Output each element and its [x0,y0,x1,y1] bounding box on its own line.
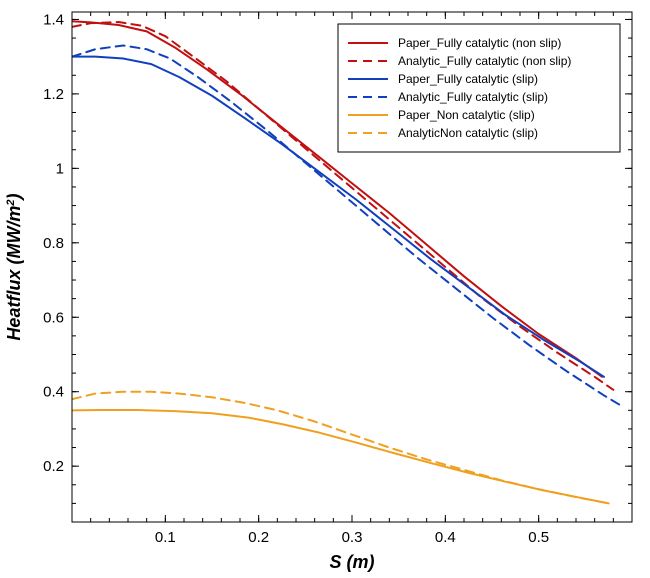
x-tick-label: 0.5 [528,529,549,546]
y-axis-label: Heatflux (MW/m2) [4,193,24,340]
legend-label: Paper_Fully catalytic (slip) [398,72,538,86]
y-tick-label: 1 [56,160,64,177]
x-tick-label: 0.3 [342,529,363,546]
y-tick-label: 0.8 [43,235,64,252]
legend-label: Paper_Non catalytic (slip) [398,108,535,122]
x-tick-label: 0.2 [248,529,269,546]
legend-label: Paper_Fully catalytic (non slip) [398,36,561,50]
y-tick-label: 1.4 [43,11,64,28]
x-axis-label: S (m) [330,552,375,572]
legend-label: Analytic_Fully catalytic (slip) [398,90,548,104]
x-tick-label: 0.4 [435,529,456,546]
legend-label: AnalyticNon catalytic (slip) [398,126,538,140]
legend: Paper_Fully catalytic (non slip) Analytic… [338,24,620,152]
y-tick-label: 0.2 [43,458,64,475]
x-tick-label: 0.1 [155,529,176,546]
y-tick-label: 0.4 [43,384,64,401]
y-tick-label: 1.2 [43,86,64,103]
y-tick-label: 0.6 [43,309,64,326]
legend-label: Analytic_Fully catalytic (non slip) [398,54,571,68]
heatflux-chart: 0.1 0.2 0.3 0.4 0.5 0.2 0.4 0.6 0.8 1 1.2 1.4 S (m) H… [0,0,650,578]
